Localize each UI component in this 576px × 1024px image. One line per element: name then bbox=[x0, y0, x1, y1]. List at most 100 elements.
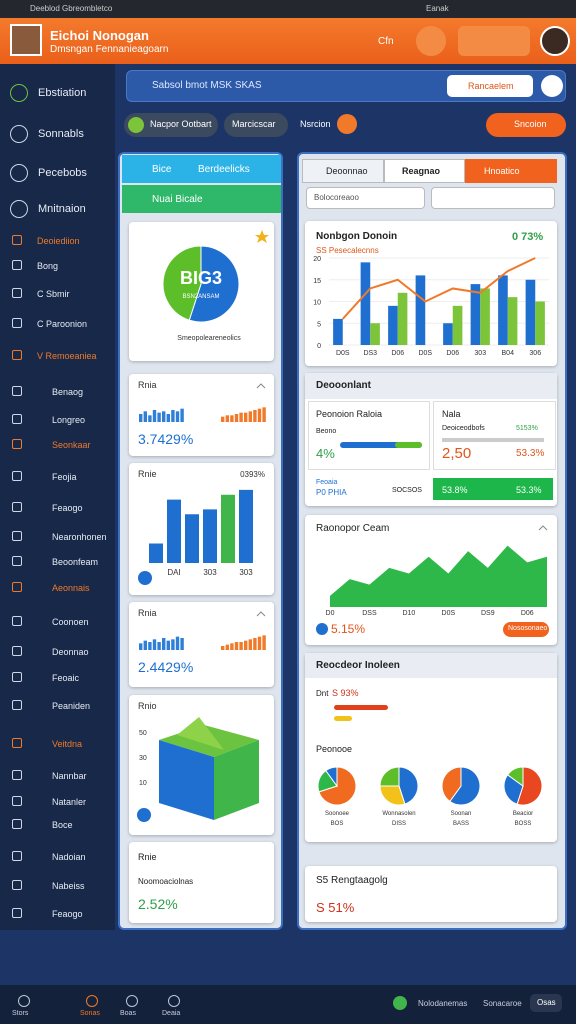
chip-icon[interactable] bbox=[337, 114, 357, 134]
nav-button[interactable] bbox=[530, 994, 562, 1012]
nav-item[interactable]: Benaog bbox=[52, 387, 84, 397]
nav-item[interactable]: Seonkaar bbox=[52, 440, 91, 450]
nav-tab[interactable]: Boas bbox=[120, 1010, 136, 1017]
bar bbox=[397, 292, 408, 345]
card-title: S5 Rengtaagolg bbox=[316, 875, 388, 886]
nav-tab[interactable]: Deaia bbox=[162, 1010, 181, 1017]
dropdown[interactable] bbox=[447, 75, 533, 97]
filter-chip[interactable] bbox=[224, 113, 288, 137]
axis-label: 10 bbox=[139, 780, 147, 787]
section-bar[interactable] bbox=[122, 185, 281, 213]
card-value: S 51% bbox=[316, 900, 355, 915]
cube-right bbox=[214, 740, 259, 820]
tab-label: Hnoatico bbox=[484, 166, 520, 176]
mini-chart: Rnia 3.7429% bbox=[138, 380, 266, 447]
nav-item[interactable]: Peaniden bbox=[52, 701, 91, 711]
tab[interactable]: Berdeelicks bbox=[198, 164, 250, 175]
tab[interactable] bbox=[384, 159, 465, 183]
nav-item[interactable]: C Paroonion bbox=[37, 319, 88, 329]
nav-item[interactable]: Natanler bbox=[52, 797, 87, 807]
nav-item[interactable]: Feaogo bbox=[52, 909, 83, 919]
action-button[interactable] bbox=[486, 113, 566, 137]
pie-label: BOSS bbox=[515, 821, 532, 827]
nav-item[interactable]: Coonoen bbox=[52, 617, 89, 627]
nav-item[interactable]: Ebstiation bbox=[38, 87, 87, 99]
chip-label[interactable]: Nsrcion bbox=[300, 119, 331, 129]
info-icon[interactable] bbox=[137, 808, 151, 822]
nav-icon bbox=[12, 531, 22, 541]
sub-title: Nala bbox=[442, 409, 461, 419]
nav-item[interactable]: Mnitnaion bbox=[38, 203, 86, 215]
bar bbox=[248, 639, 252, 650]
card-header[interactable] bbox=[305, 373, 557, 399]
bar bbox=[225, 415, 229, 422]
nav-item[interactable]: C Sbmir bbox=[37, 289, 70, 299]
nav-item[interactable]: Beoonfeam bbox=[52, 557, 99, 567]
button[interactable] bbox=[503, 622, 549, 637]
nav-item[interactable]: Boce bbox=[52, 820, 73, 830]
nav-item[interactable]: Deonnao bbox=[52, 647, 89, 657]
nav-tab-icon bbox=[168, 995, 180, 1007]
nav-item[interactable]: Bong bbox=[37, 261, 59, 271]
card: Rnia 3.7429% bbox=[129, 374, 274, 456]
nav-item[interactable]: Veitdna bbox=[52, 739, 83, 749]
nav-item[interactable]: Feojia bbox=[52, 472, 77, 482]
bar-chart: Rnie 0393% DAI 303 303 bbox=[138, 469, 265, 585]
user-avatar[interactable] bbox=[540, 26, 570, 56]
nav-item[interactable]: Feoaic bbox=[52, 673, 80, 683]
section-title: Nuai Bicale bbox=[152, 194, 203, 205]
bar bbox=[480, 288, 490, 345]
input[interactable] bbox=[431, 187, 555, 209]
nav-link[interactable]: Sonacaroe bbox=[483, 999, 522, 1008]
nav-icon bbox=[12, 582, 22, 592]
nav-icon bbox=[12, 851, 22, 861]
legend: SS Pesecalecnns bbox=[316, 246, 379, 255]
browser-tab[interactable]: Deeblod Gbreombletco bbox=[30, 4, 113, 13]
bar bbox=[185, 514, 199, 563]
refresh-button[interactable] bbox=[541, 75, 563, 97]
tab[interactable] bbox=[302, 159, 384, 183]
nav-item[interactable]: Nearonhonen bbox=[52, 532, 107, 542]
sub-label: Deoiceodbofs bbox=[442, 425, 485, 432]
nav-item[interactable]: V Remoeaniea bbox=[37, 351, 97, 361]
area bbox=[330, 545, 547, 607]
nav-tab[interactable]: Stors bbox=[12, 1010, 29, 1017]
tab[interactable]: Bice bbox=[152, 164, 172, 175]
browser-user: Eanak bbox=[426, 4, 449, 13]
toolbar-pill[interactable] bbox=[458, 26, 530, 56]
nav-item[interactable]: Deoiediion bbox=[37, 236, 80, 246]
nav-icon bbox=[12, 556, 22, 566]
pie-slice bbox=[379, 766, 400, 787]
header-button[interactable]: Cfn bbox=[378, 36, 394, 47]
nav-item[interactable]: Aeonnais bbox=[52, 583, 90, 593]
nav-tab[interactable]: Sonas bbox=[80, 1010, 100, 1017]
pie-name: Soonoee bbox=[325, 811, 350, 817]
x-tick-label: 303 bbox=[474, 350, 486, 357]
icon-button[interactable] bbox=[416, 26, 446, 56]
card bbox=[129, 842, 274, 923]
card-header[interactable] bbox=[305, 653, 557, 678]
nav-item[interactable]: Sonnabls bbox=[38, 128, 84, 140]
bar bbox=[507, 297, 518, 345]
nav-item[interactable]: Nannbar bbox=[52, 771, 87, 781]
input[interactable] bbox=[306, 187, 425, 209]
card-title: Rnio bbox=[138, 701, 157, 711]
status-icon bbox=[393, 996, 407, 1010]
tab[interactable] bbox=[465, 159, 557, 183]
nav-item[interactable]: Pecebobs bbox=[38, 167, 87, 179]
nav-item[interactable]: Nabeiss bbox=[52, 881, 85, 891]
nav-item[interactable]: Longreo bbox=[52, 415, 86, 425]
nav-item[interactable]: Nadoian bbox=[52, 852, 86, 862]
pie-slice bbox=[379, 785, 406, 806]
app-title: Eichoi Nonogan bbox=[50, 28, 149, 43]
card-title: Rnie bbox=[138, 469, 157, 479]
info-icon[interactable] bbox=[316, 623, 328, 635]
chevron bbox=[256, 611, 266, 617]
bar bbox=[370, 323, 380, 345]
nav-button-label: Osas bbox=[537, 998, 556, 1007]
bar bbox=[253, 410, 257, 422]
tab-label: Reagnao bbox=[402, 166, 441, 176]
bar bbox=[388, 305, 398, 345]
nav-item[interactable]: Feaogo bbox=[52, 503, 83, 513]
status-change: 53.3% bbox=[516, 485, 542, 495]
